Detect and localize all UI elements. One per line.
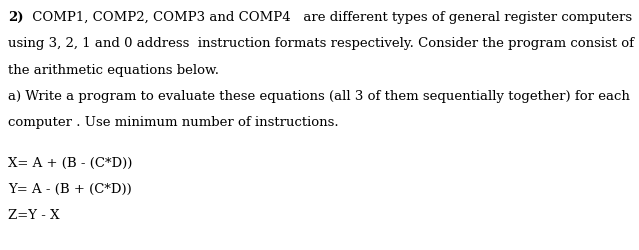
Text: computer . Use minimum number of instructions.: computer . Use minimum number of instruc…: [8, 116, 338, 129]
Text: a) Write a program to evaluate these equations (all 3 of them sequentially toget: a) Write a program to evaluate these equ…: [8, 90, 629, 103]
Text: Y= A - (B + (C*D)): Y= A - (B + (C*D)): [8, 183, 132, 196]
Text: Z=Y - X: Z=Y - X: [8, 210, 59, 222]
Text: COMP1, COMP2, COMP3 and COMP4   are different types of general register computer: COMP1, COMP2, COMP3 and COMP4 are differ…: [27, 11, 632, 24]
Text: 2): 2): [8, 11, 23, 24]
Text: the arithmetic equations below.: the arithmetic equations below.: [8, 64, 219, 77]
Text: X= A + (B - (C*D)): X= A + (B - (C*D)): [8, 157, 132, 170]
Text: using 3, 2, 1 and 0 address  instruction formats respectively. Consider the prog: using 3, 2, 1 and 0 address instruction …: [8, 38, 634, 51]
